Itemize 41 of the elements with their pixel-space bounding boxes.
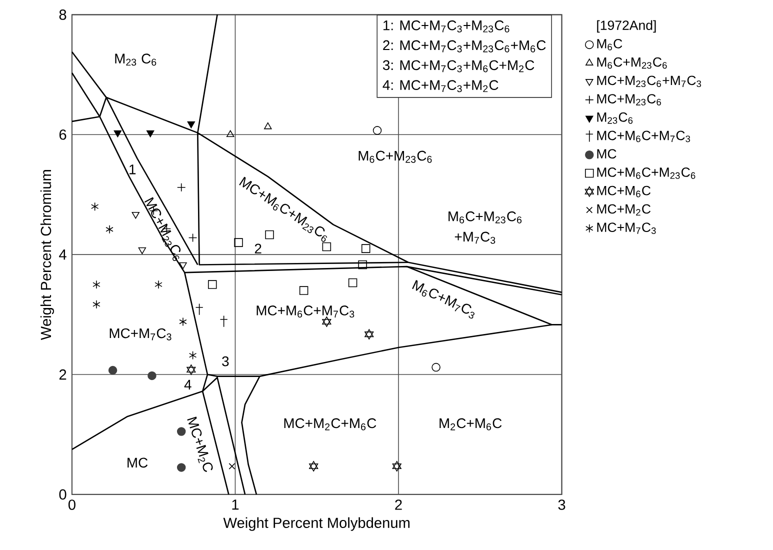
annotation: 3 <box>222 356 229 366</box>
annotation: MC+M$_{6}$C+M$_{7}$C$_{3}$ <box>256 305 354 318</box>
annotation: MC <box>128 458 148 468</box>
text: 3: MC+M$_{7}$C$_{3}$+M$_{6}$C+M$_{2}$C <box>382 60 534 72</box>
legend-label: M$_{23}$C$_{6}$ <box>597 112 633 124</box>
annotation: MC+M$_{2}$C+M$_{6}$C <box>284 418 376 430</box>
x-tick-label: 1 <box>232 499 239 510</box>
annotation: 4 <box>184 380 192 390</box>
annotation: 1: MC+M$_{7}$C$_{3}$+M$_{23}$C$_{6}$ <box>383 20 510 32</box>
legend-label: MC+M$_{6}$C+M$_{23}$C$_{6}$ <box>597 167 696 179</box>
x-tick-label: 3 <box>558 499 566 510</box>
annotation: 2 <box>254 244 262 254</box>
legend-label: MC+M$_{7}$C$_{3}$ <box>597 222 656 234</box>
legend-label: MC+M$_{6}$C+M$_{7}$C$_{3}$ <box>597 130 690 142</box>
legend-label: MC+M$_{23}$C$_{6}$+M$_{7}$C$_{3}$ <box>597 75 702 87</box>
x-tick-label: 0 <box>68 499 76 510</box>
x-tick-label: 2 <box>395 499 402 510</box>
y-tick-label: 0 <box>59 489 66 500</box>
annotation: 1 <box>130 164 136 174</box>
annotation: M$_{23}$ C$_{6}$ <box>115 53 156 66</box>
legend-label: MC <box>597 148 616 158</box>
x-axis-title: Weight Percent Molybdenum <box>223 517 410 531</box>
legend-label: MC+M$_{23}$C$_{6}$ <box>597 94 661 106</box>
legend-label: MC+M$_{6}$C <box>597 186 651 198</box>
legend-label: M$_{6}$C <box>597 38 622 50</box>
y-tick-label: 8 <box>59 9 66 20</box>
y-tick-label: 6 <box>59 129 66 140</box>
legend-label: MC+M$_{2}$C <box>597 204 651 216</box>
annotation: MC+M$_{7}$C$_{3}$ <box>110 328 172 340</box>
annotation: M$_{6}$C+M$_{7}$C$_{3}$ <box>412 280 474 318</box>
annotation: M$_{6}$C+M$_{23}$C$_{6}$ <box>448 211 522 224</box>
annotation: 4: MC+M$_{7}$C$_{3}$+M$_{2}$C <box>382 80 498 92</box>
y-tick-label: 4 <box>59 249 66 260</box>
annotation: MC+M$_{2}$C <box>187 416 213 472</box>
y-axis-title: Weight Percent Chromium <box>40 170 54 340</box>
annotation: M$_{2}$C+M$_{6}$C <box>440 418 502 430</box>
legend-label: M$_{6}$C+M$_{23}$C$_{6}$ <box>597 57 667 68</box>
text: 2: MC+M$_{7}$C$_{3}$+M$_{23}$C$_{6}$+M$_{6}$C <box>383 40 546 52</box>
legend-title: [1972And] <box>597 20 656 32</box>
annotation: +M$_{7}$C$_{3}$ <box>454 232 496 244</box>
y-tick-label: 2 <box>59 369 66 380</box>
